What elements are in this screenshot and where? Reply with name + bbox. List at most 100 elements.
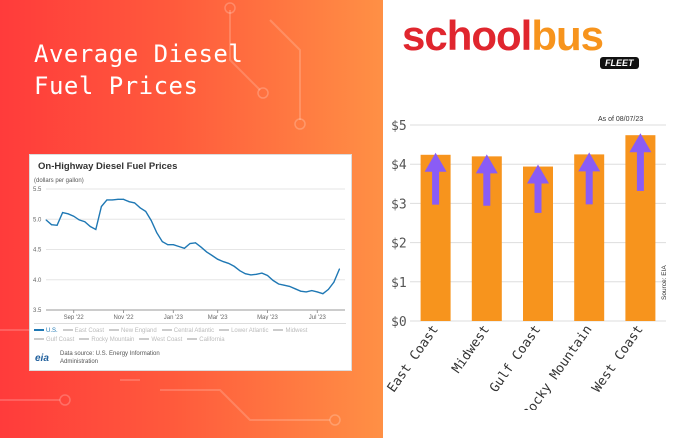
as-of-date: As of 08/07/23 — [598, 116, 644, 123]
x-tick-label: Mar '23 — [208, 315, 228, 320]
data-point — [67, 213, 69, 215]
data-point — [111, 199, 113, 201]
y-tick-label: 4.5 — [33, 248, 42, 254]
legend-swatch — [62, 329, 73, 332]
left-panel: Average Diesel Fuel Prices On-Highway Di… — [0, 0, 383, 438]
data-point — [267, 275, 268, 276]
legend-item[interactable]: Midwest — [273, 327, 307, 336]
x-tick-label: East Coast — [385, 323, 442, 396]
data-point — [100, 206, 102, 207]
data-point — [167, 244, 169, 246]
arrow-shaft — [636, 151, 644, 191]
data-point — [294, 288, 296, 290]
legend-swatch — [187, 338, 198, 341]
arrow-shaft — [534, 182, 542, 213]
y-tick-label: $1 — [391, 276, 407, 291]
data-point — [161, 241, 163, 243]
data-point — [183, 247, 185, 249]
eia-chart-title: On-Highway Diesel Fuel Prices — [38, 161, 178, 172]
y-tick-label: 5.5 — [33, 187, 42, 193]
legend-swatch — [79, 338, 90, 341]
data-point — [272, 279, 274, 281]
y-tick-label: 4.0 — [33, 278, 42, 284]
legend-label: West Coast — [151, 337, 183, 343]
eia-source-line-2: Administration — [60, 359, 99, 365]
legend-item[interactable]: East Coast — [62, 327, 105, 336]
data-point — [217, 258, 219, 260]
legend-label: U.S. — [46, 328, 58, 334]
legend-label: Midwest — [285, 328, 308, 334]
data-point — [73, 215, 75, 217]
arrow-shaft — [483, 172, 491, 206]
legend-swatch — [34, 329, 44, 332]
legend-label: California — [199, 337, 225, 343]
schoolbus-fleet-logo: schoolbus — [402, 12, 604, 59]
fleet-badge: FLEET — [600, 57, 639, 69]
data-point — [316, 291, 318, 293]
data-point — [339, 268, 340, 270]
legend-item[interactable]: Lower Atlantic — [219, 327, 268, 336]
data-point — [333, 281, 335, 283]
data-point — [200, 246, 202, 248]
data-point — [239, 270, 241, 272]
y-tick-label: $5 — [391, 119, 407, 134]
legend-label: Gulf Coast — [46, 337, 75, 343]
headline-line-2: Fuel Prices — [34, 72, 199, 100]
legend-item[interactable]: Central Atlantic — [161, 327, 215, 336]
legend-item[interactable]: U.S. — [34, 327, 58, 336]
eia-source-line-1: Data source: U.S. Energy Information — [60, 351, 160, 357]
x-tick-label: Jul '23 — [309, 315, 327, 320]
data-point — [311, 290, 313, 292]
data-point — [172, 244, 174, 246]
y-tick-label: $2 — [391, 237, 407, 252]
legend-label: Central Atlantic — [173, 328, 215, 334]
data-point — [305, 291, 307, 293]
legend-item[interactable]: New England — [109, 327, 157, 336]
y-tick-label: $4 — [391, 158, 407, 173]
arrow-head — [475, 154, 498, 174]
data-point — [106, 199, 108, 201]
legend-item[interactable]: California — [187, 336, 225, 345]
legend-item[interactable]: West Coast — [139, 336, 182, 345]
legend-swatch — [109, 329, 120, 332]
legend-label: New England — [121, 328, 157, 334]
arrow-head — [578, 152, 601, 172]
source-label: Source: EIA — [661, 265, 668, 300]
x-tick-label: Sep '22 — [64, 315, 85, 320]
data-point — [255, 273, 257, 275]
data-point — [222, 261, 224, 263]
logo-school: school — [402, 12, 532, 59]
data-point — [206, 251, 208, 253]
data-point — [211, 255, 213, 256]
data-point — [51, 224, 52, 226]
legend-swatch — [219, 329, 230, 332]
data-point — [139, 207, 141, 209]
data-point — [250, 274, 252, 276]
data-point — [117, 198, 119, 200]
legend-swatch — [161, 329, 172, 332]
data-point — [123, 198, 124, 200]
data-point — [261, 272, 263, 274]
data-point — [233, 265, 235, 267]
legend-item[interactable]: Rocky Mountain — [79, 336, 134, 345]
legend-item[interactable]: Gulf Coast — [34, 336, 74, 345]
data-point — [128, 201, 130, 203]
data-point — [95, 229, 97, 230]
arrow-head — [424, 152, 447, 172]
data-point — [156, 232, 158, 234]
data-point — [134, 202, 136, 204]
logo-bus: bus — [531, 12, 604, 59]
legend-label: East Coast — [74, 328, 105, 334]
data-point — [244, 273, 246, 275]
arrow-head — [629, 133, 652, 153]
x-tick-label: May '23 — [257, 315, 278, 320]
x-tick-label: Gulf Coast — [487, 323, 544, 396]
x-tick-label: Midwest — [449, 323, 493, 376]
data-point — [78, 219, 80, 221]
data-point — [300, 290, 302, 292]
arrow-head — [527, 164, 549, 184]
data-point — [56, 224, 58, 226]
data-point — [45, 219, 47, 221]
data-point — [189, 243, 191, 244]
